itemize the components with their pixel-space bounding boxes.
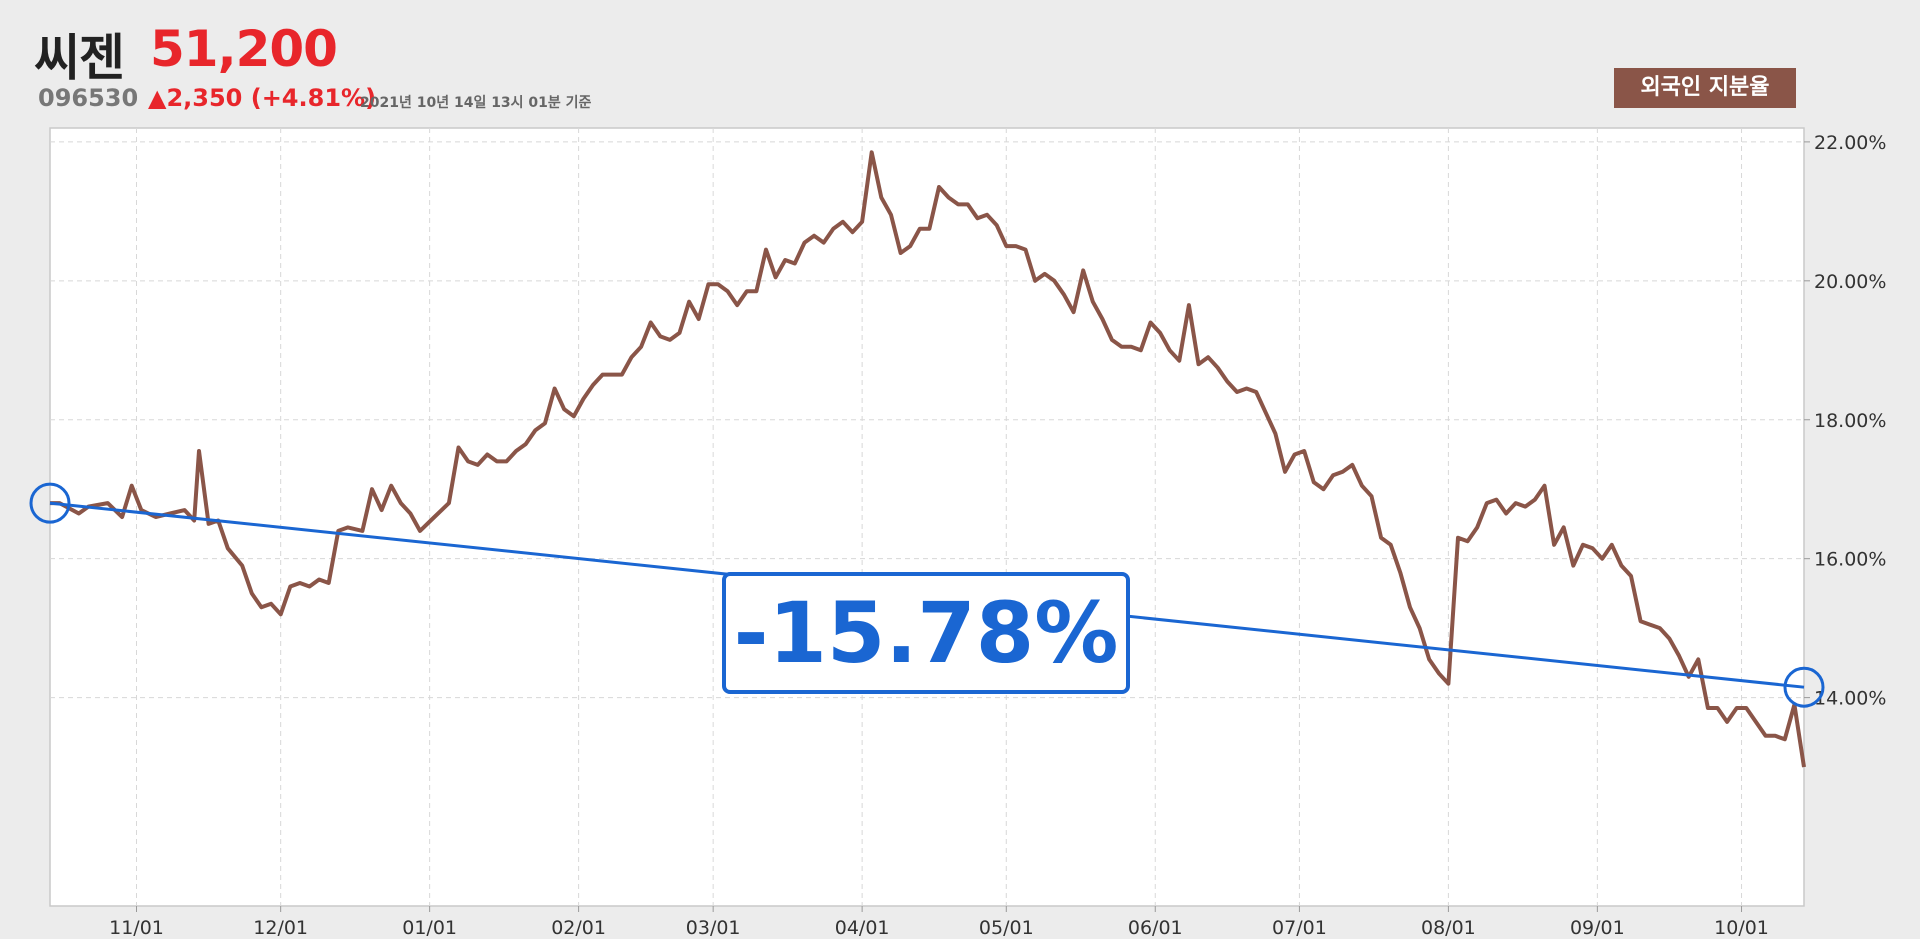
trend-label: -15.78% bbox=[734, 584, 1119, 682]
x-tick-label: 01/01 bbox=[402, 917, 457, 939]
x-tick-label: 10/01 bbox=[1714, 917, 1769, 939]
x-tick-label: 09/01 bbox=[1570, 917, 1625, 939]
series-line bbox=[50, 150, 1806, 768]
x-tick-label: 11/01 bbox=[109, 917, 164, 939]
x-tick-label: 04/01 bbox=[835, 917, 890, 939]
y-tick-label: 16.00% bbox=[1814, 549, 1886, 571]
x-tick-label: 05/01 bbox=[979, 917, 1034, 939]
stock-price: 51,200 bbox=[150, 20, 338, 78]
trend-end-marker bbox=[1783, 666, 1825, 708]
x-tick-label: 08/01 bbox=[1421, 917, 1476, 939]
plot-area bbox=[49, 127, 1805, 907]
x-tick-label: 07/01 bbox=[1272, 917, 1327, 939]
x-tick-label: 06/01 bbox=[1128, 917, 1183, 939]
price-change: ▲2,350 (+4.81%) bbox=[148, 84, 377, 112]
trend-label-box bbox=[722, 572, 1130, 694]
y-tick-label: 14.00% bbox=[1814, 688, 1886, 710]
x-tick-label: 02/01 bbox=[551, 917, 606, 939]
x-tick-label: 12/01 bbox=[253, 917, 308, 939]
x-tick-label: 03/01 bbox=[686, 917, 741, 939]
chart-type-badge[interactable]: 외국인 지분율 bbox=[1614, 68, 1796, 108]
timestamp: 2021년 10년 14일 13시 01분 기준 bbox=[360, 95, 592, 111]
stock-name: 씨젠 bbox=[34, 29, 125, 87]
y-tick-label: 18.00% bbox=[1814, 410, 1886, 432]
stock-code: 096530 bbox=[38, 84, 139, 112]
y-tick-label: 20.00% bbox=[1814, 271, 1886, 293]
trend-start-marker bbox=[29, 482, 71, 524]
y-tick-label: 22.00% bbox=[1814, 132, 1886, 154]
